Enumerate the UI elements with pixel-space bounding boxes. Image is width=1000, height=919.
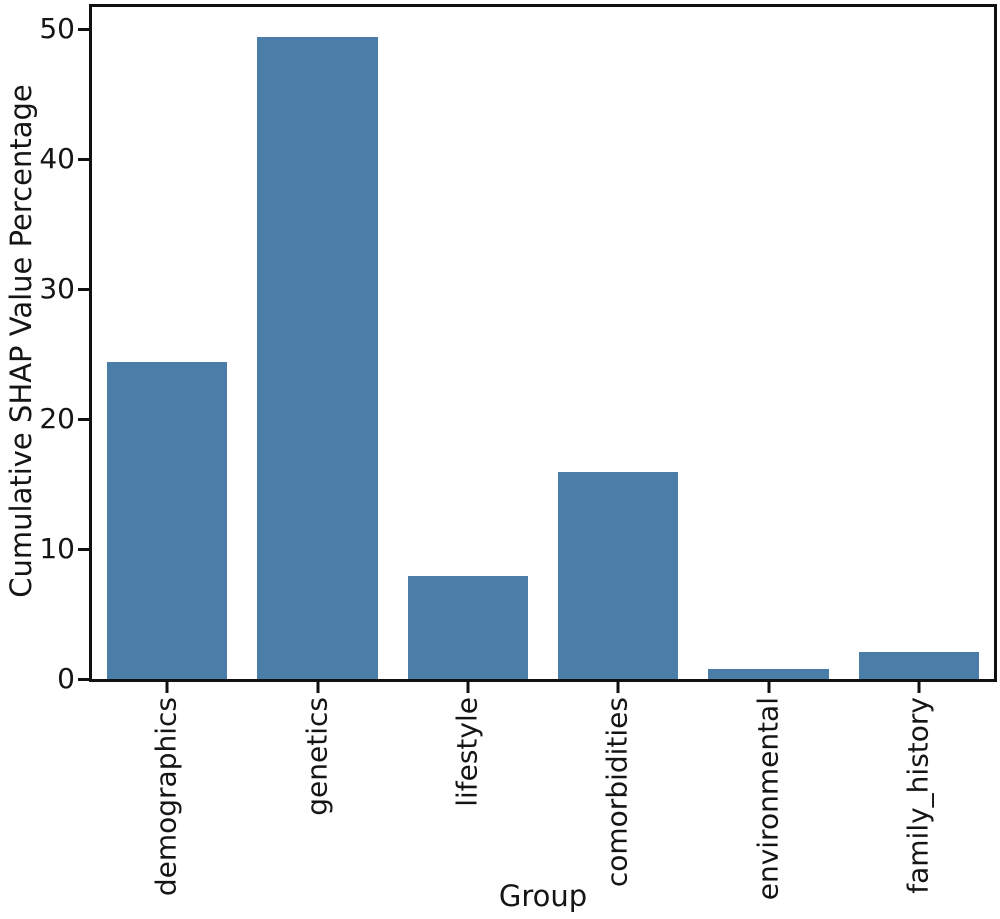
y-tick-label-10: 10 bbox=[39, 531, 75, 565]
y-axis-label: Cumulative SHAP Value Percentage bbox=[4, 84, 38, 598]
x-axis-label: Group bbox=[498, 879, 588, 913]
y-tick-mark-40 bbox=[78, 157, 89, 161]
x-tick-label-environmental: environmental bbox=[751, 697, 785, 901]
bar-family_history bbox=[858, 651, 979, 679]
bar-demographics bbox=[107, 361, 228, 679]
x-tick-mark-environmental bbox=[767, 682, 770, 693]
y-tick-mark-50 bbox=[78, 27, 89, 31]
x-tick-mark-lifestyle bbox=[466, 682, 470, 693]
y-tick-mark-30 bbox=[78, 287, 89, 291]
y-tick-mark-10 bbox=[78, 547, 89, 551]
x-tick-mark-comorbidities bbox=[616, 682, 620, 693]
bar-slot-lifestyle bbox=[393, 7, 543, 679]
x-tick-label-family_history: family_history bbox=[901, 697, 935, 894]
y-tick-label-20: 20 bbox=[39, 401, 75, 435]
bar-environmental bbox=[708, 668, 829, 679]
bar-slot-demographics bbox=[92, 7, 242, 679]
y-tick-mark-20 bbox=[78, 417, 89, 421]
bar-comorbidities bbox=[558, 472, 679, 679]
bar-slot-comorbidities bbox=[543, 7, 693, 679]
y-tick-mark-0 bbox=[78, 677, 89, 681]
bar-slot-genetics bbox=[242, 7, 392, 679]
x-tick-label-demographics: demographics bbox=[149, 697, 183, 897]
x-tick-mark-demographics bbox=[165, 682, 169, 693]
bar-genetics bbox=[257, 36, 378, 679]
y-tick-label-0: 0 bbox=[57, 661, 75, 695]
bars-container bbox=[92, 7, 994, 679]
bar-slot-environmental bbox=[693, 7, 843, 679]
x-tick-mark-family_history bbox=[917, 682, 921, 693]
y-tick-label-30: 30 bbox=[39, 271, 75, 305]
x-tick-label-genetics: genetics bbox=[300, 697, 334, 816]
x-tick-mark-genetics bbox=[316, 682, 319, 693]
x-tick-label-comorbidities: comorbidities bbox=[600, 697, 634, 888]
x-tick-label-lifestyle: lifestyle bbox=[450, 697, 484, 807]
y-tick-label-50: 50 bbox=[39, 11, 75, 45]
plot-area: Group demographics genetics lifestyle comor… bbox=[39, 4, 997, 913]
y-tick-label-40: 40 bbox=[39, 141, 75, 175]
bar-slot-family_history bbox=[844, 7, 994, 679]
bar-lifestyle bbox=[407, 576, 528, 679]
